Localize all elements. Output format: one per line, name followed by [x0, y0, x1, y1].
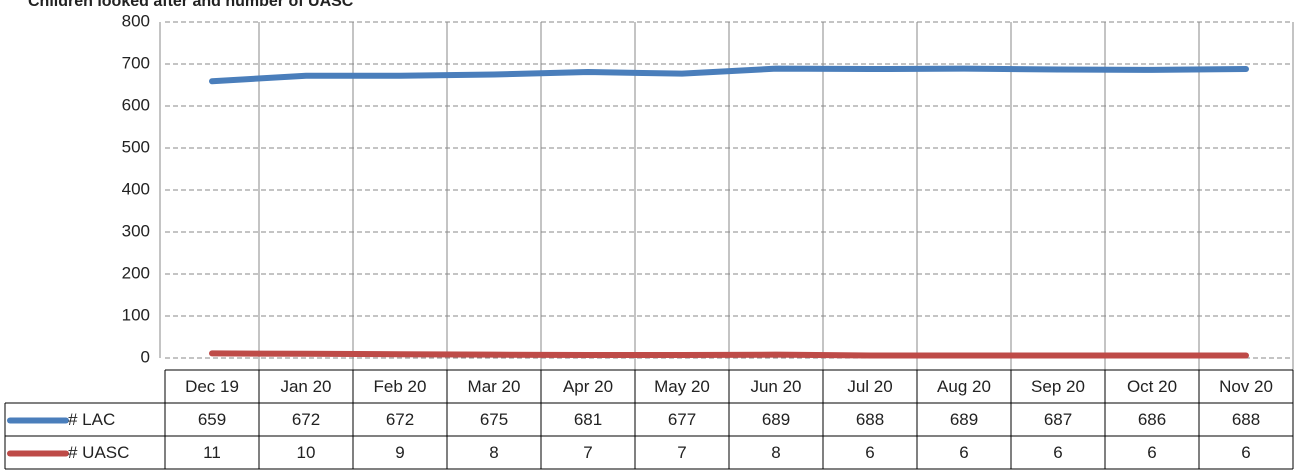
y-tick-label: 700	[122, 53, 150, 72]
table-value: 688	[1232, 410, 1260, 429]
y-tick-label: 800	[122, 11, 150, 30]
table-value: 677	[668, 410, 696, 429]
y-tick-label: 300	[122, 221, 150, 240]
legend-label: # LAC	[68, 410, 115, 429]
x-tick-label: May 20	[654, 377, 710, 396]
table-value: 8	[771, 443, 780, 462]
x-tick-label: Nov 20	[1219, 377, 1273, 396]
table-value: 6	[1053, 443, 1062, 462]
x-tick-label: Feb 20	[374, 377, 427, 396]
table-value: 8	[489, 443, 498, 462]
x-tick-label: Jul 20	[847, 377, 892, 396]
x-tick-label: Aug 20	[937, 377, 991, 396]
x-tick-label: Mar 20	[468, 377, 521, 396]
x-tick-label: Sep 20	[1031, 377, 1085, 396]
table-value: 687	[1044, 410, 1072, 429]
x-tick-label: Jun 20	[750, 377, 801, 396]
y-tick-label: 200	[122, 263, 150, 282]
y-tick-label: 400	[122, 179, 150, 198]
table-value: 686	[1138, 410, 1166, 429]
y-tick-label: 500	[122, 137, 150, 156]
y-tick-label: 0	[141, 347, 150, 366]
table-value: 11	[203, 443, 221, 462]
legend-label: # UASC	[68, 443, 129, 462]
table-value: 689	[762, 410, 790, 429]
y-tick-label: 600	[122, 95, 150, 114]
table-value: 688	[856, 410, 884, 429]
table-value: 6	[1147, 443, 1156, 462]
table-value: 689	[950, 410, 978, 429]
table-value: 681	[574, 410, 602, 429]
series-line	[209, 350, 1249, 359]
x-tick-label: Oct 20	[1127, 377, 1177, 396]
table-value: 672	[386, 410, 414, 429]
table-value: 672	[292, 410, 320, 429]
table-value: 7	[583, 443, 592, 462]
table-value: 6	[959, 443, 968, 462]
y-tick-label: 100	[122, 305, 150, 324]
series-line	[209, 65, 1249, 85]
table-value: 659	[198, 410, 226, 429]
table-value: 6	[1241, 443, 1250, 462]
table-value: 7	[677, 443, 686, 462]
table-value: 9	[395, 443, 404, 462]
table-value: 675	[480, 410, 508, 429]
table-value: 6	[865, 443, 874, 462]
table-value: 10	[297, 443, 316, 462]
x-tick-label: Apr 20	[563, 377, 613, 396]
x-tick-label: Jan 20	[280, 377, 331, 396]
chart-title: Children looked after and number of UASC	[28, 0, 354, 10]
x-tick-label: Dec 19	[185, 377, 239, 396]
